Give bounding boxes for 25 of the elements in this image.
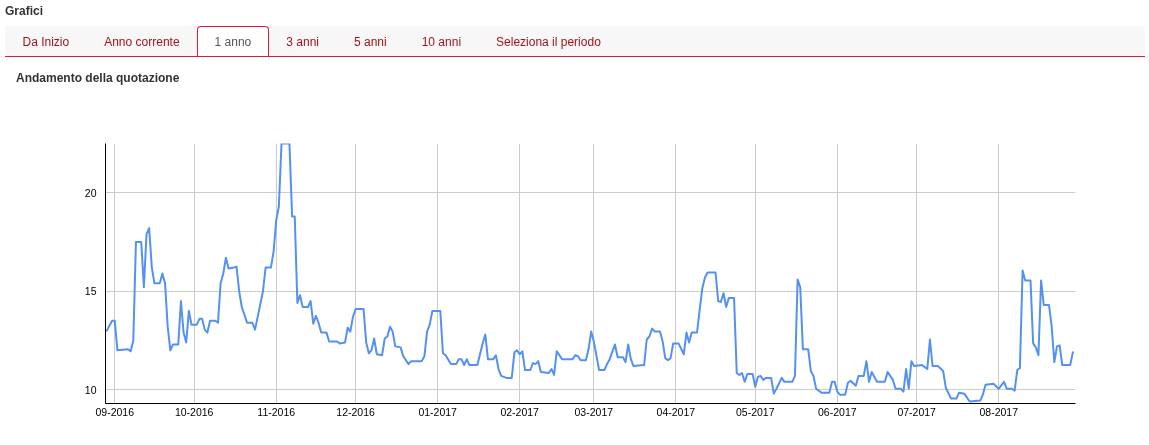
text: 10 anni [420, 34, 463, 51]
text: Grafici [5, 4, 44, 18]
x-tick-label: 03-2017 [574, 405, 614, 418]
chart-title: Andamento della quotazione [16, 71, 180, 85]
x-tick-label: 09-2016 [95, 405, 135, 418]
x-tick-label: 08-2017 [979, 405, 1019, 418]
x-tick-label: 06-2017 [818, 405, 857, 418]
text: Da Inizio [21, 34, 71, 51]
y-tick-label: 15 [84, 285, 97, 298]
y-tick-label: 10 [84, 383, 97, 396]
line-series [105, 143, 1074, 403]
text: 3 anni [285, 34, 320, 51]
x-tick-label: 04-2017 [656, 405, 696, 418]
x-tick-label: 01-2017 [418, 405, 458, 418]
x-tick-label: 05-2017 [735, 405, 775, 418]
text: 5 anni [353, 34, 388, 51]
x-tick-label: 02-2017 [500, 405, 540, 418]
y-tick-label: 20 [84, 186, 97, 199]
text: 1 anno [197, 26, 269, 56]
x-tick-label: 11-2016 [257, 405, 296, 418]
text: Seleziona il periodo [495, 34, 602, 51]
x-tick-label: 07-2017 [897, 405, 937, 418]
x-tick-label: 12-2016 [336, 405, 376, 418]
text: Anno corrente [103, 34, 181, 51]
x-tick-label: 10-2016 [174, 405, 214, 418]
